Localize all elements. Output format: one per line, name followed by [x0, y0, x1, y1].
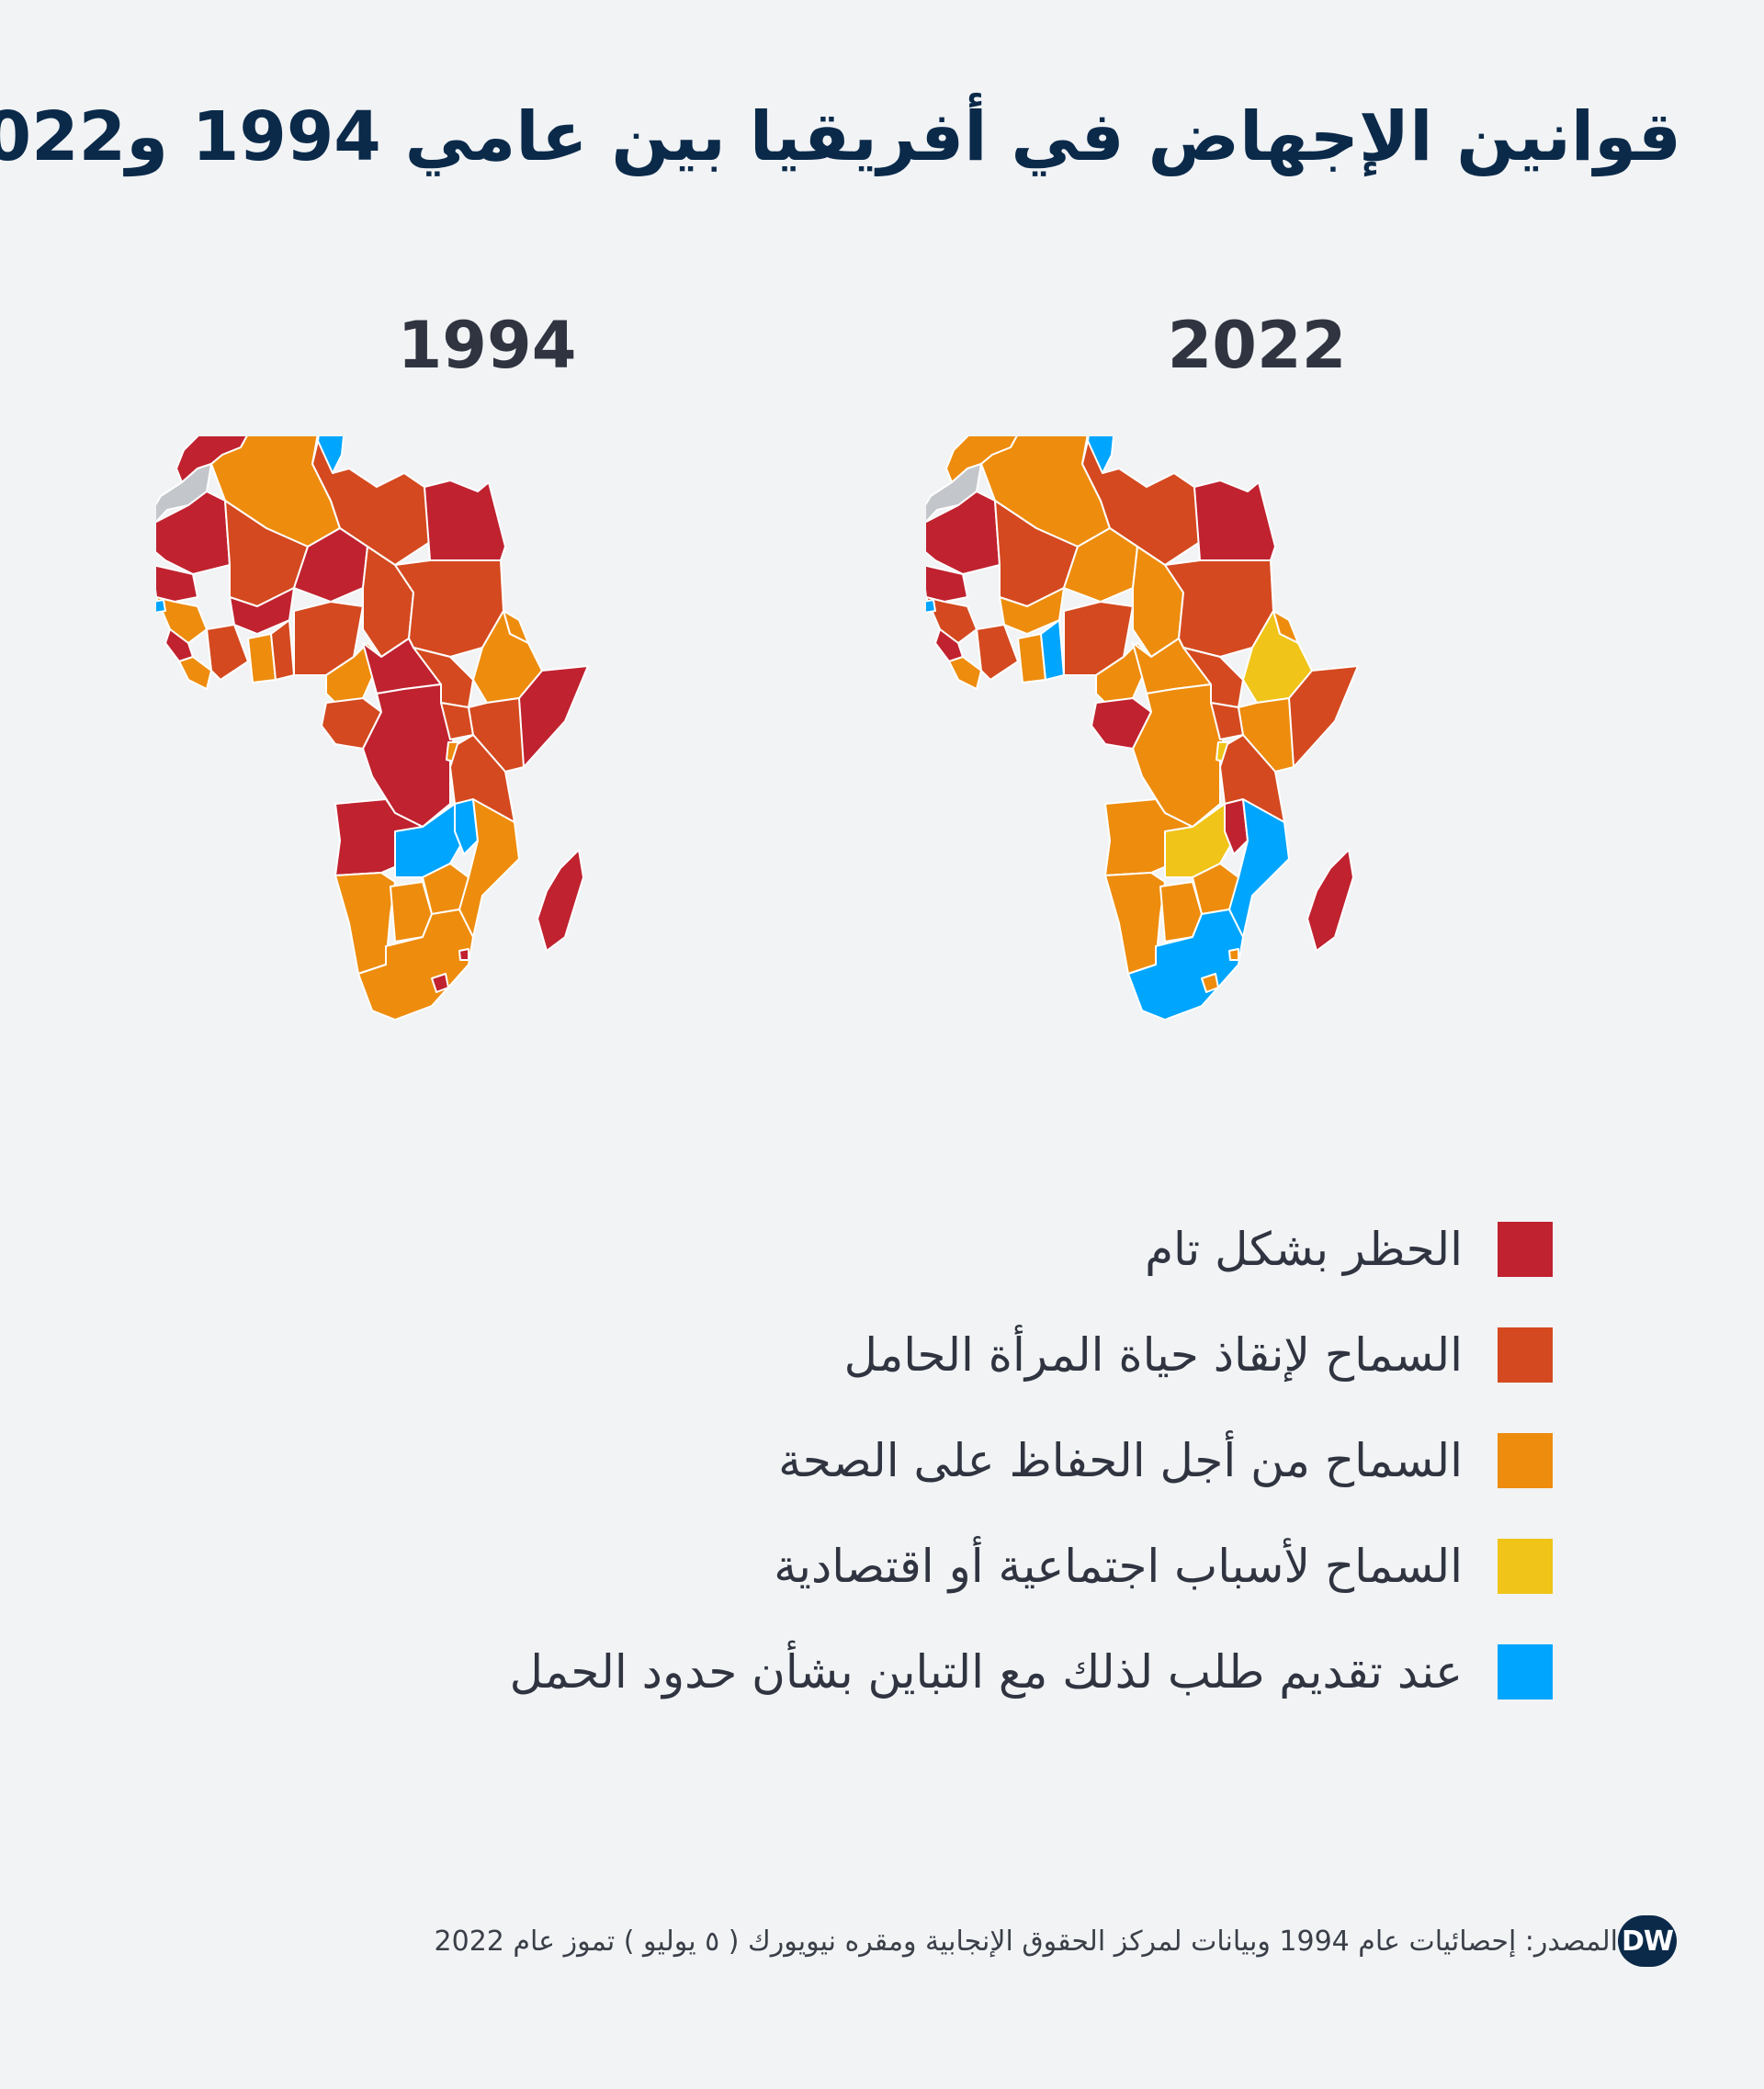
legend-label: السماح لأسباب اجتماعية أو اقتصادية [774, 1540, 1463, 1593]
region-liberia [948, 656, 982, 690]
region-western-sahara [156, 463, 212, 524]
legend-item-socio-economic: السماح لأسباب اجتماعية أو اقتصادية [175, 1539, 1553, 1594]
region-madagascar [537, 849, 584, 952]
region-senegal [926, 564, 968, 603]
region-western-sahara [926, 463, 982, 524]
legend-swatch [1498, 1539, 1553, 1594]
legend-swatch [1498, 1644, 1553, 1699]
legend-label: الحظر بشكل تام [1145, 1223, 1463, 1276]
legend-item-health: السماح من أجل الحفاظ على الصحة [175, 1433, 1553, 1488]
region-togo-benin [270, 619, 295, 681]
africa-map-2022 [926, 436, 1588, 1162]
region-drc [1132, 683, 1235, 828]
region-ivory-coast [206, 624, 249, 681]
region-ivory-coast [976, 624, 1019, 681]
source-note: المصدر: إحصائيات عام 1994 وبيانات لمركز … [434, 1925, 1618, 1958]
region-south-africa [357, 909, 474, 1021]
region-togo-benin [1040, 619, 1065, 681]
legend-item-total-ban: الحظر بشكل تام [175, 1222, 1553, 1277]
legend-swatch [1498, 1433, 1553, 1488]
region-liberia [178, 656, 212, 690]
map-year-2022: 2022 [1167, 308, 1347, 383]
region-zambia [1164, 803, 1239, 878]
footer: DW المصدر: إحصائيات عام 1994 وبيانات لمر… [398, 1909, 1677, 1973]
region-senegal [156, 564, 198, 603]
region-eswatini [1228, 948, 1239, 961]
legend-swatch [1498, 1327, 1553, 1383]
africa-map-1994 [156, 436, 818, 1162]
legend: الحظر بشكل تام السماح لإنقاذ حياة المرأة… [175, 1222, 1553, 1750]
legend-item-on-request: عند تقديم طلب لذلك مع التباين بشأن حدود … [175, 1644, 1553, 1699]
region-lesotho [1201, 973, 1219, 993]
map-year-1994: 1994 [397, 308, 577, 383]
region-guinea-bissau [156, 599, 166, 614]
region-drc [362, 683, 465, 828]
region-eswatini [458, 948, 469, 961]
legend-swatch [1498, 1222, 1553, 1277]
dw-logo: DW [1618, 1915, 1677, 1967]
region-lesotho [431, 973, 449, 993]
region-malawi [454, 798, 479, 855]
page-title: قوانين الإجهاض في أفريقيا بين عامي 1994 … [0, 97, 1681, 176]
region-egypt [424, 480, 506, 561]
region-south-africa [1127, 909, 1244, 1021]
africa-map-2022-svg [926, 436, 1359, 1021]
region-malawi [1224, 798, 1249, 855]
legend-label: عند تقديم طلب لذلك مع التباين بشأن حدود … [509, 1645, 1463, 1699]
region-madagascar [1306, 849, 1354, 952]
region-zambia [394, 803, 469, 878]
region-guinea-bissau [926, 599, 936, 614]
region-namibia [334, 872, 396, 975]
region-namibia [1104, 872, 1166, 975]
legend-item-save-life: السماح لإنقاذ حياة المرأة الحامل [175, 1327, 1553, 1383]
region-egypt [1193, 480, 1276, 561]
africa-map-1994-svg [156, 436, 589, 1021]
legend-label: السماح لإنقاذ حياة المرأة الحامل [843, 1328, 1463, 1382]
legend-label: السماح من أجل الحفاظ على الصحة [778, 1434, 1463, 1487]
